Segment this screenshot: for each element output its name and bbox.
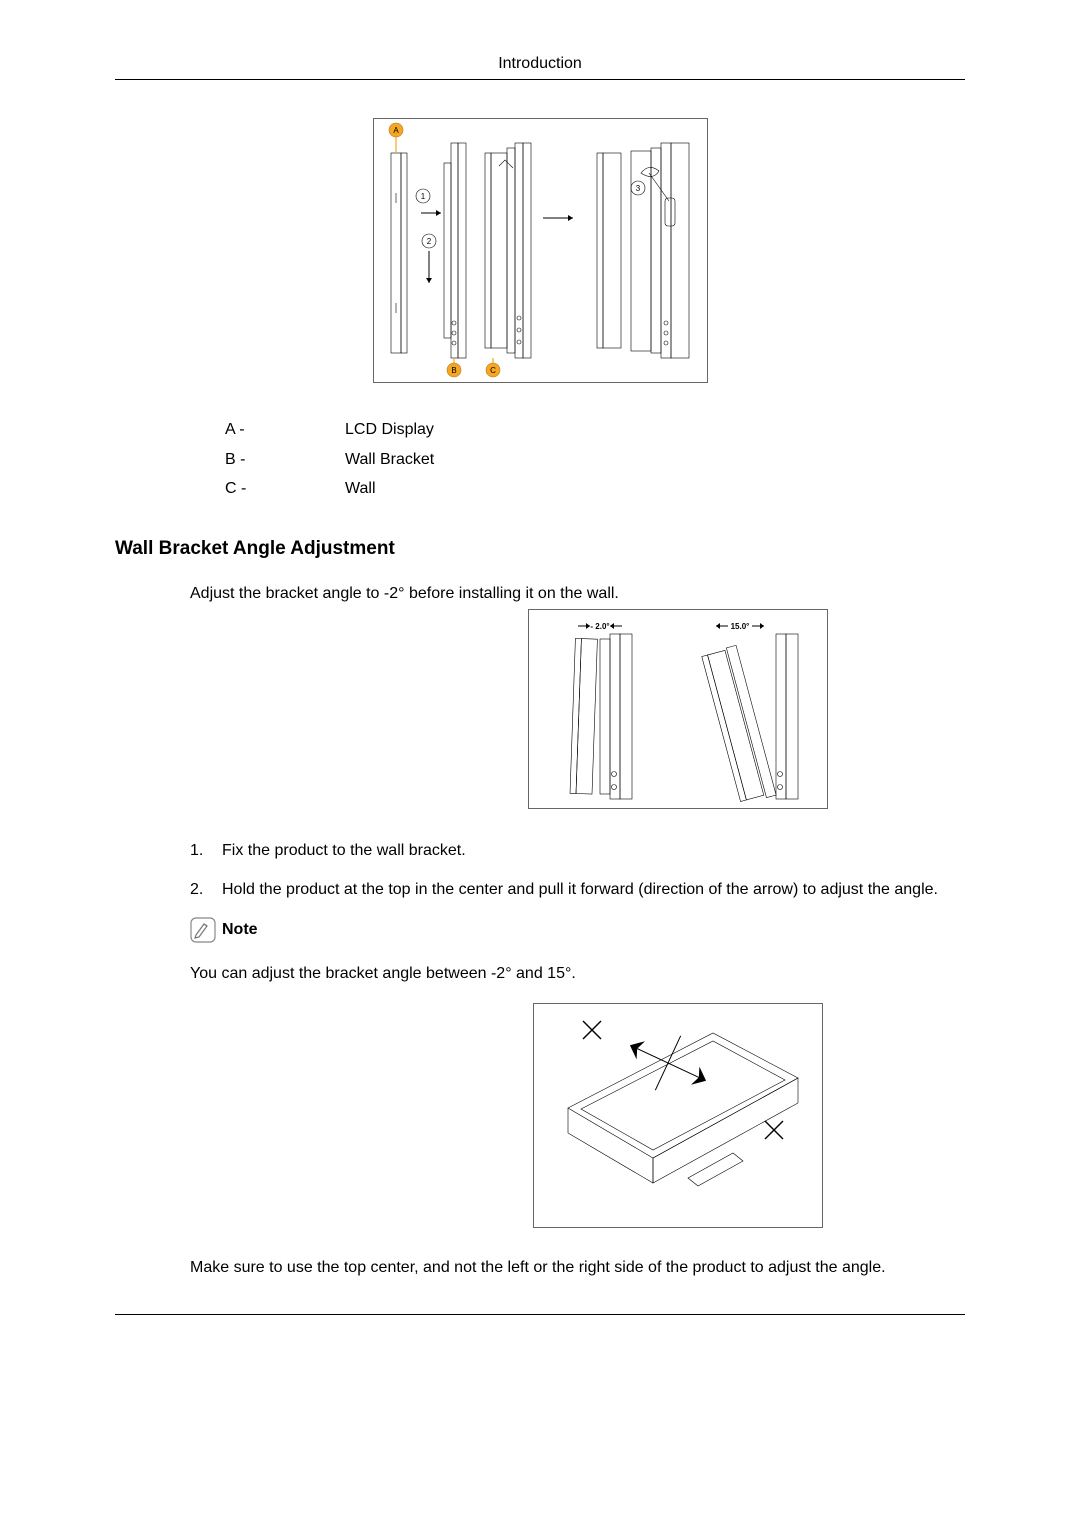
page-header-title: Introduction — [115, 55, 965, 79]
angle-left-label: - 2.0° — [590, 622, 609, 631]
callout-2: 2 — [426, 237, 431, 246]
legend-value: Wall Bracket — [345, 445, 434, 475]
steps-list: 1. Fix the product to the wall bracket. … — [190, 839, 965, 901]
legend-key: B - — [225, 445, 345, 475]
legend-row: B - Wall Bracket — [225, 445, 965, 475]
step-number: 2. — [190, 878, 222, 901]
note-label: Note — [222, 921, 258, 939]
legend-row: A - LCD Display — [225, 415, 965, 445]
note-text: You can adjust the bracket angle between… — [190, 965, 965, 983]
figure-angle-range: - 2.0° 15.0° — [528, 609, 828, 809]
legend-row: C - Wall — [225, 474, 965, 504]
footer-rule — [115, 1314, 965, 1315]
step-number: 1. — [190, 839, 222, 862]
closing-text: Make sure to use the top center, and not… — [190, 1256, 965, 1279]
note-block: Note — [190, 917, 965, 943]
marker-b: B — [451, 366, 456, 375]
legend-value: Wall — [345, 474, 376, 504]
step-item: 1. Fix the product to the wall bracket. — [190, 839, 965, 862]
callout-3: 3 — [635, 184, 640, 193]
callout-1: 1 — [420, 192, 425, 201]
header-rule — [115, 79, 965, 80]
intro-text: Adjust the bracket angle to -2° before i… — [190, 582, 965, 605]
marker-a: A — [393, 126, 399, 135]
step-item: 2. Hold the product at the top in the ce… — [190, 878, 965, 901]
section-heading: Wall Bracket Angle Adjustment — [115, 538, 965, 560]
step-text: Hold the product at the top in the cente… — [222, 878, 965, 901]
legend-key: A - — [225, 415, 345, 445]
legend-value: LCD Display — [345, 415, 434, 445]
figure-bracket-install: A 1 2 B C — [373, 118, 708, 383]
figure-adjust-center — [533, 1003, 823, 1228]
legend-key: C - — [225, 474, 345, 504]
marker-c: C — [490, 366, 496, 375]
step-text: Fix the product to the wall bracket. — [222, 839, 965, 862]
angle-right-label: 15.0° — [730, 622, 749, 631]
figure-legend: A - LCD Display B - Wall Bracket C - Wal… — [225, 415, 965, 504]
note-icon — [190, 917, 216, 943]
